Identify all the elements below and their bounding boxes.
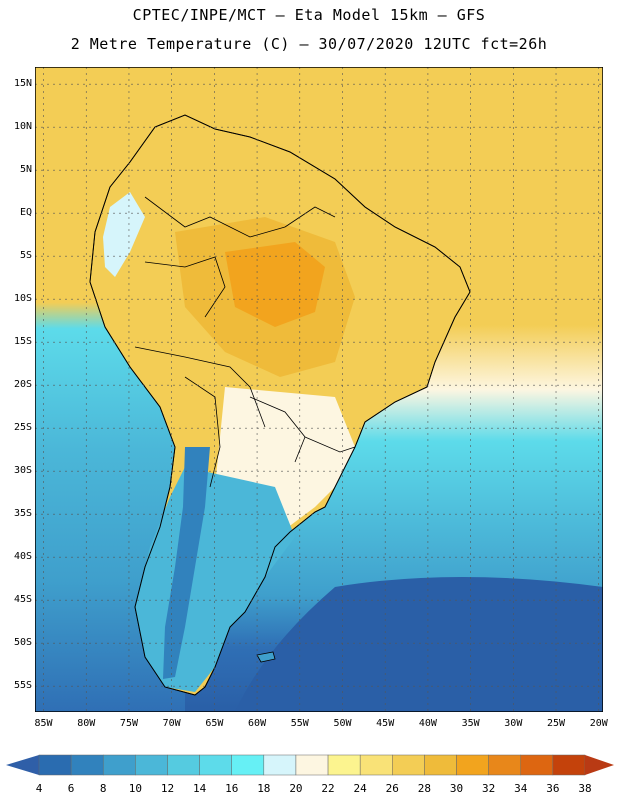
temperature-map [35,67,603,712]
coastline [89,114,471,696]
colorbar-tick-label: 20 [289,782,303,795]
colorbar-tick-label: 32 [482,782,496,795]
colorbar-tick-label: 24 [353,782,367,795]
colorbar-tick-label: 34 [514,782,528,795]
lat-tick-label: 5S [19,250,32,262]
lon-tick-label: 35W [461,718,480,729]
cold-ocean-south [235,577,603,712]
colorbar-swatch [456,754,489,776]
lat-tick-label: 10N [13,121,32,133]
andes-cold [163,447,210,679]
colorbar-swatch [38,754,72,776]
lon-tick-label: 40W [418,718,437,729]
lon-tick-label: 30W [504,718,523,729]
colorbar-swatch [488,754,522,776]
country-borders [134,196,356,488]
colorbar-swatch [359,754,393,776]
lat-tick-label: 45S [13,594,32,606]
lon-tick-label: 55W [290,718,309,729]
lon-tick-label: 85W [34,718,53,729]
colorbar-tick-label: 6 [67,782,75,795]
map-title-line-2: 2 Metre Temperature (C) – 30/07/2020 12U… [70,35,548,53]
colorbar-tick-label: 30 [449,782,464,795]
colorbar-tick-label: 4 [35,782,43,795]
colorbar-tick-label: 28 [417,782,432,795]
hottest-core [225,242,325,327]
colorbar-tick-label: 36 [546,782,560,795]
colorbar-swatch [424,754,457,776]
colorbar-tick-label: 22 [321,782,335,795]
colorbar-swatch [520,754,554,776]
lat-tick-label: 20S [13,379,32,391]
lat-tick-label: 55S [13,680,32,692]
colorbar-swatch [199,754,232,776]
falkland-islands [256,651,276,663]
colorbar-high-arrow [585,755,614,775]
lon-tick-label: 45W [376,718,395,729]
lon-tick-label: 20W [589,718,608,729]
lon-tick-label: 60W [248,718,267,729]
colorbar-swatch [327,754,361,776]
lat-tick-label: 35S [13,508,32,520]
colorbar-tick-label: 12 [160,782,175,795]
colorbar-tick-label: 18 [257,782,271,795]
colorbar-swatch [135,754,168,776]
lon-tick-label: 80W [77,718,96,729]
colorbar-swatch [263,754,297,776]
lat-tick-label: 5N [19,164,32,176]
colorbar-tick-label: 16 [225,782,239,795]
lon-tick-label: 25W [546,718,566,729]
colorbar-swatch [102,754,136,776]
colorbar-swatch [231,754,265,776]
lat-tick-label: 15N [13,78,32,90]
colorbar-swatch [552,754,586,776]
colorbar-tick-label: 38 [578,782,592,795]
map-title-line-1: CPTEC/INPE/MCT – Eta Model 15km – GFS [132,6,486,24]
lat-tick-label: 25S [13,422,32,434]
lon-tick-label: 70W [162,718,181,729]
colorbar-tick-label: 14 [192,782,207,795]
lat-tick-label: 30S [13,465,32,477]
colorbar [6,754,614,776]
colorbar-tick-label: 10 [128,782,142,795]
colorbar-tick-label: 8 [99,782,107,795]
lat-tick-label: 15S [13,336,32,348]
colorbar-swatch [295,754,329,776]
lat-tick-label: 10S [13,293,32,305]
colorbar-low-arrow [6,755,39,775]
lon-tick-label: 65W [205,718,224,729]
colorbar-tick-label: 26 [385,782,399,795]
lat-tick-label: EQ [19,207,32,219]
colorbar-swatch [70,754,104,776]
lat-tick-label: 50S [13,637,32,649]
lat-tick-label: 40S [13,551,32,563]
map-grid [35,67,603,712]
colorbar-swatch [392,754,425,776]
lon-tick-label: 50W [333,718,352,729]
colorbar-swatch [167,754,200,776]
lon-tick-label: 75W [119,718,138,729]
